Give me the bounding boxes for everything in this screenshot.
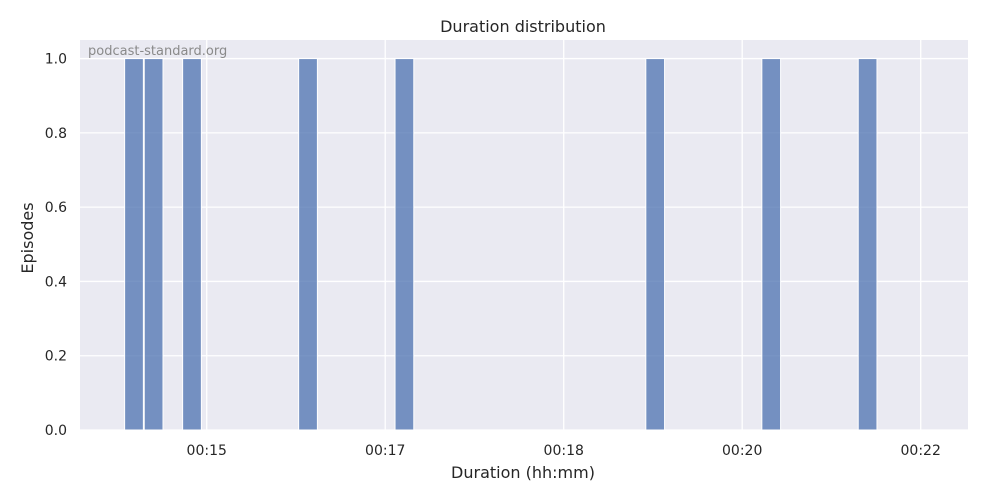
histogram-bar bbox=[298, 58, 318, 431]
y-tick-label: 0.2 bbox=[45, 349, 67, 365]
y-tick-label: 0.8 bbox=[45, 126, 67, 142]
y-axis-label: Episodes bbox=[18, 202, 37, 273]
y-axis-ticks: 0.0 0.2 0.4 0.6 0.8 1.0 bbox=[45, 52, 67, 439]
x-tick-label: 00:17 bbox=[365, 443, 405, 459]
histogram-bar bbox=[394, 58, 415, 431]
x-axis-label: Duration (hh:mm) bbox=[451, 463, 595, 482]
grid-lines bbox=[80, 40, 968, 431]
x-axis-ticks: 00:15 00:17 00:18 00:20 00:22 bbox=[187, 443, 941, 459]
chart-title: Duration distribution bbox=[440, 17, 606, 36]
y-tick-label: 0.0 bbox=[45, 423, 67, 439]
histogram-bar bbox=[143, 58, 164, 431]
y-tick-label: 1.0 bbox=[45, 52, 67, 68]
x-tick-label: 00:15 bbox=[187, 443, 227, 459]
x-tick-label: 00:18 bbox=[544, 443, 584, 459]
histogram-bar bbox=[761, 58, 782, 431]
histogram-bar bbox=[182, 58, 202, 431]
histogram-bar bbox=[857, 58, 878, 431]
y-tick-label: 0.6 bbox=[45, 200, 67, 216]
watermark-text: podcast-standard.org bbox=[88, 44, 227, 59]
bars bbox=[124, 58, 878, 431]
y-tick-label: 0.4 bbox=[45, 274, 67, 290]
plot-area bbox=[80, 40, 968, 430]
histogram-bar bbox=[124, 58, 144, 431]
x-tick-label: 00:20 bbox=[722, 443, 762, 459]
histogram-bar bbox=[645, 58, 666, 431]
x-tick-label: 00:22 bbox=[901, 443, 941, 459]
